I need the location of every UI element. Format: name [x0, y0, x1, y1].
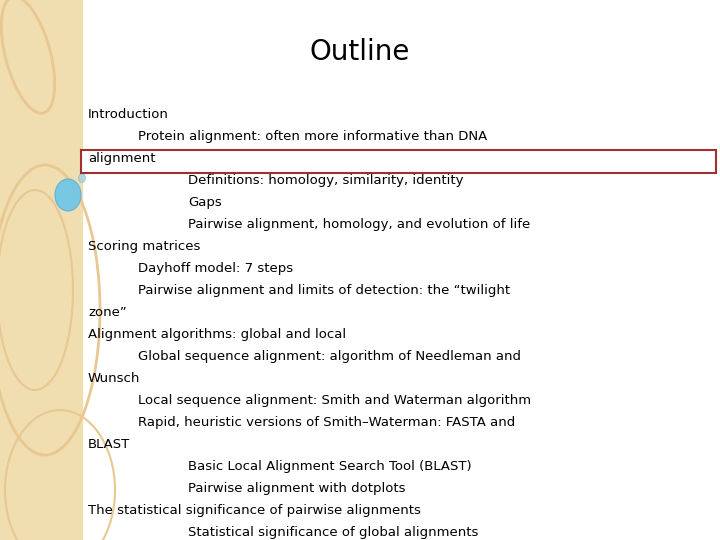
Text: Pairwise alignment, homology, and evolution of life: Pairwise alignment, homology, and evolut… [188, 218, 530, 231]
Text: Statistical significance of global alignments: Statistical significance of global align… [188, 526, 478, 539]
Text: BLAST: BLAST [88, 438, 130, 451]
Text: Definitions: homology, similarity, identity: Definitions: homology, similarity, ident… [188, 174, 464, 187]
Text: Dayhoff model: 7 steps: Dayhoff model: 7 steps [138, 262, 293, 275]
Text: Pairwise alignment with dotplots: Pairwise alignment with dotplots [188, 482, 405, 495]
Text: Scoring matrices: Scoring matrices [88, 240, 200, 253]
Text: Introduction: Introduction [88, 108, 169, 121]
Text: Rapid, heuristic versions of Smith–Waterman: FASTA and: Rapid, heuristic versions of Smith–Water… [138, 416, 516, 429]
Text: Alignment algorithms: global and local: Alignment algorithms: global and local [88, 328, 346, 341]
Bar [0, 0, 82, 540]
Bar [81, 150, 716, 173]
Text: alignment: alignment [88, 152, 156, 165]
Ellipse shape [55, 179, 81, 211]
Text: The statistical significance of pairwise alignments: The statistical significance of pairwise… [88, 504, 421, 517]
Text: Wunsch: Wunsch [88, 372, 140, 385]
Text: zone”: zone” [88, 306, 127, 319]
Text: Basic Local Alignment Search Tool (BLAST): Basic Local Alignment Search Tool (BLAST… [188, 460, 472, 473]
Text: Global sequence alignment: algorithm of Needleman and: Global sequence alignment: algorithm of … [138, 350, 521, 363]
Text: Pairwise alignment and limits of detection: the “twilight: Pairwise alignment and limits of detecti… [138, 284, 510, 297]
Ellipse shape [78, 173, 86, 183]
Text: Local sequence alignment: Smith and Waterman algorithm: Local sequence alignment: Smith and Wate… [138, 394, 531, 407]
Text: Protein alignment: often more informative than DNA: Protein alignment: often more informativ… [138, 130, 487, 143]
Text: Gaps: Gaps [188, 196, 222, 209]
Text: Outline: Outline [310, 38, 410, 66]
